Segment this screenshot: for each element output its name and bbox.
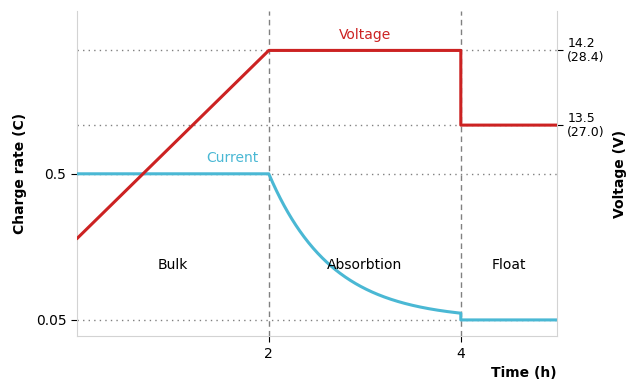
- Y-axis label: Charge rate (C): Charge rate (C): [13, 113, 28, 235]
- X-axis label: Time (h): Time (h): [491, 366, 557, 380]
- Text: Current: Current: [207, 151, 259, 165]
- Y-axis label: Voltage (V): Voltage (V): [613, 130, 627, 218]
- Text: Bulk: Bulk: [157, 258, 188, 272]
- Text: Float: Float: [492, 258, 526, 272]
- Text: Absorbtion: Absorbtion: [327, 258, 403, 272]
- Text: Voltage: Voltage: [339, 28, 391, 42]
